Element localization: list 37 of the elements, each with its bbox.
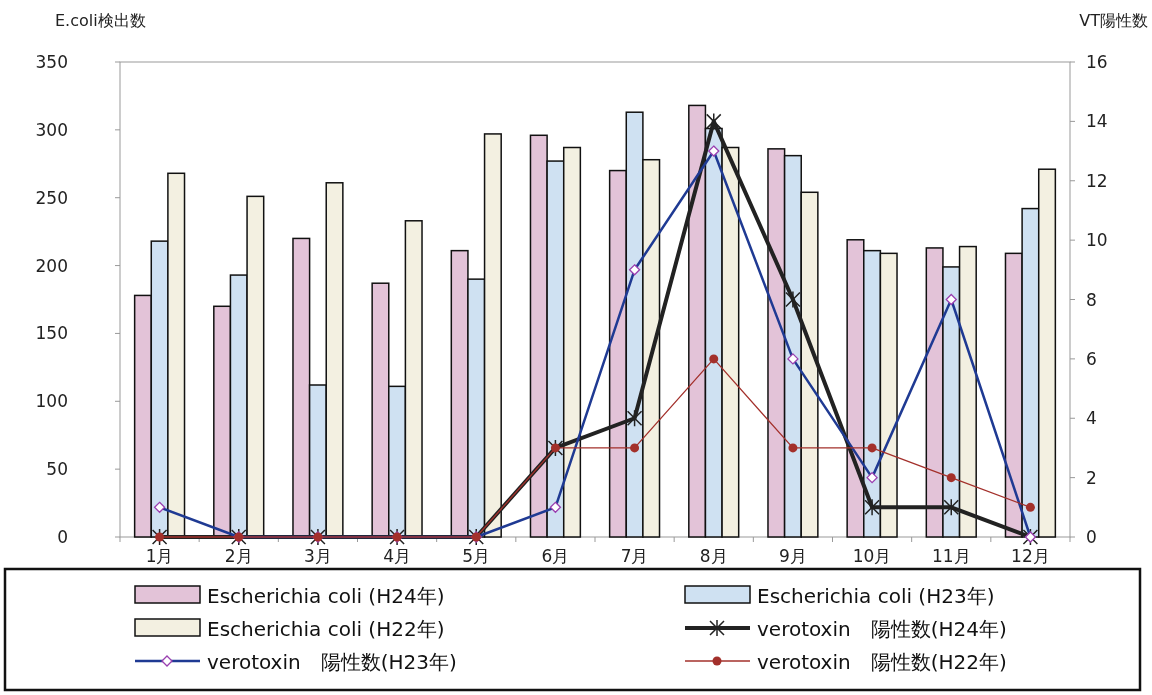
x-tick-label: 6月 (541, 546, 570, 566)
y2-tick-label: 16 (1086, 52, 1108, 72)
legend-label: verotoxin 陽性数(H22年) (757, 650, 1007, 674)
y-tick-label: 100 (35, 391, 68, 412)
y-tick-label: 200 (35, 255, 68, 276)
x-tick-label: 3月 (304, 546, 332, 566)
y2-tick-label: 2 (1086, 467, 1097, 488)
x-tick-label: 8月 (699, 546, 728, 566)
y2-tick-label: 10 (1086, 230, 1108, 251)
x-tick-label: 11月 (931, 546, 971, 566)
x-tick-label: 10月 (852, 546, 892, 566)
y-tick-label: 150 (35, 323, 68, 344)
y-tick-label: 250 (35, 187, 68, 208)
y2-tick-label: 12 (1086, 170, 1108, 191)
y2-tick-label: 4 (1086, 408, 1097, 429)
x-tick-label: 12月 (1011, 546, 1050, 566)
y2-axis-title: VT陽性数 (1079, 11, 1148, 30)
y-tick-label: 350 (35, 52, 68, 72)
y2-tick-label: 6 (1086, 348, 1097, 369)
y2-tick-label: 14 (1086, 111, 1108, 132)
legend-label: Escherichia coli (H24年) (207, 584, 445, 608)
legend-label: verotoxin 陽性数(H23年) (207, 650, 457, 674)
y-tick-label: 300 (35, 119, 68, 140)
x-tick-label: 4月 (383, 546, 411, 566)
legend-label: Escherichia coli (H22年) (207, 617, 445, 641)
x-tick-label: 7月 (620, 546, 649, 566)
y-axis-title: E.coli検出数 (55, 11, 146, 30)
legend-label: verotoxin 陽性数(H24年) (757, 617, 1007, 641)
x-tick-label: 5月 (462, 546, 491, 566)
x-tick-label: 2月 (224, 546, 253, 566)
x-tick-label: 9月 (779, 546, 807, 566)
y2-tick-label: 0 (1086, 527, 1097, 547)
y-tick-label: 0 (57, 527, 68, 547)
legend-label: Escherichia coli (H23年) (757, 584, 995, 608)
x-tick-label: 1月 (145, 546, 174, 566)
y2-tick-label: 8 (1086, 289, 1097, 310)
y-tick-label: 50 (46, 459, 68, 480)
